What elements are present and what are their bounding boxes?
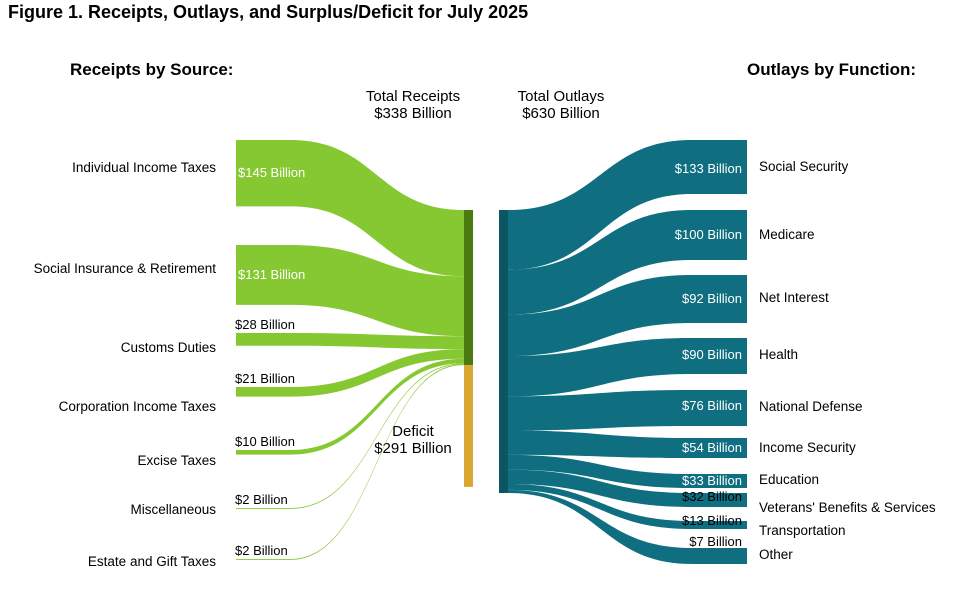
outlay-flow-income-security bbox=[508, 430, 747, 458]
outlay-flow-other bbox=[508, 489, 747, 564]
outlay-flow-net-interest bbox=[508, 275, 747, 356]
total-outlays-value: $630 Billion bbox=[522, 105, 600, 122]
outlays-node bbox=[499, 210, 508, 493]
receipt-value-estate-and-gift-taxes: $2 Billion bbox=[235, 543, 288, 558]
deficit-value: $291 Billion bbox=[374, 440, 452, 457]
receipt-label-excise-taxes: Excise Taxes bbox=[137, 453, 216, 468]
receipt-flow-social-insurance-retirement bbox=[236, 245, 464, 337]
total-outlays-label: Total Outlays bbox=[517, 88, 605, 105]
outlay-value-medicare: $100 Billion bbox=[674, 227, 742, 242]
outlay-label-income-security: Income Security bbox=[759, 440, 856, 455]
outlay-value-net-interest: $92 Billion bbox=[682, 291, 742, 306]
outlay-value-education: $33 Billion bbox=[682, 473, 742, 488]
outlay-value-other: $7 Billion bbox=[689, 534, 742, 549]
receipt-value-corporation-income-taxes: $21 Billion bbox=[235, 371, 295, 386]
deficit-label-block: Deficit $291 Billion bbox=[352, 423, 474, 457]
total-outlays: Total Outlays $630 Billion bbox=[500, 88, 622, 122]
outlay-label-medicare: Medicare bbox=[759, 227, 815, 242]
outlay-label-net-interest: Net Interest bbox=[759, 290, 829, 305]
outlay-value-income-security: $54 Billion bbox=[682, 440, 742, 455]
receipts-heading: Receipts by Source: bbox=[70, 60, 234, 79]
receipt-label-estate-and-gift-taxes: Estate and Gift Taxes bbox=[87, 554, 216, 569]
receipt-label-miscellaneous: Miscellaneous bbox=[130, 502, 216, 517]
total-receipts-value: $338 Billion bbox=[374, 105, 452, 122]
receipt-flows bbox=[236, 140, 464, 560]
outlay-flow-national-defense bbox=[508, 390, 747, 431]
receipt-value-customs-duties: $28 Billion bbox=[235, 317, 295, 332]
outlay-value-transportation: $13 Billion bbox=[682, 513, 742, 528]
receipt-label-customs-duties: Customs Duties bbox=[120, 340, 216, 355]
outlay-label-health: Health bbox=[759, 347, 799, 362]
outlay-value-veterans-benefits-services: $32 Billion bbox=[682, 489, 742, 504]
outlay-value-social-security: $133 Billion bbox=[674, 161, 742, 176]
outlay-flow-education bbox=[508, 454, 747, 488]
outlay-flow-medicare bbox=[508, 210, 747, 315]
receipt-label-corporation-income-taxes: Corporation Income Taxes bbox=[58, 399, 216, 414]
outlay-flow-transportation bbox=[508, 484, 747, 529]
outlay-label-veterans-benefits-services: Veterans' Benefits & Services bbox=[759, 500, 936, 515]
deficit-label: Deficit bbox=[392, 423, 434, 440]
outlay-flow-veterans-benefits-services bbox=[508, 469, 747, 507]
outlays-heading: Outlays by Function: bbox=[747, 60, 917, 79]
receipt-flow-corporation-income-taxes bbox=[236, 349, 464, 397]
receipt-label-individual-income-taxes: Individual Income Taxes bbox=[72, 160, 216, 175]
outlay-value-national-defense: $76 Billion bbox=[682, 398, 742, 413]
receipt-flow-customs-duties bbox=[236, 333, 464, 350]
outlay-flows bbox=[508, 140, 747, 564]
outlay-label-social-security: Social Security bbox=[759, 159, 849, 174]
receipt-value-social-insurance-retirement: $131 Billion bbox=[238, 266, 306, 282]
receipt-label-social-insurance-retirement: Social Insurance & Retirement bbox=[33, 261, 216, 276]
figure-title: Figure 1. Receipts, Outlays, and Surplus… bbox=[8, 2, 529, 22]
total-receipts-label: Total Receipts bbox=[365, 88, 461, 105]
receipts-node bbox=[464, 210, 473, 366]
outlay-label-education: Education bbox=[759, 472, 820, 487]
deficit-node bbox=[464, 365, 473, 487]
outlay-flow-social-security bbox=[508, 140, 747, 270]
outlay-label-national-defense: National Defense bbox=[759, 399, 863, 414]
total-receipts: Total Receipts $338 Billion bbox=[352, 88, 474, 122]
outlay-value-health: $90 Billion bbox=[682, 347, 742, 362]
outlay-label-other: Other bbox=[759, 547, 793, 562]
outlay-flow-health bbox=[508, 338, 747, 397]
receipt-value-miscellaneous: $2 Billion bbox=[235, 492, 288, 507]
receipt-value-individual-income-taxes: $145 Billion bbox=[238, 165, 306, 181]
outlay-label-transportation: Transportation bbox=[759, 523, 846, 538]
receipt-flow-individual-income-taxes bbox=[236, 140, 464, 277]
receipt-value-excise-taxes: $10 Billion bbox=[235, 434, 295, 449]
